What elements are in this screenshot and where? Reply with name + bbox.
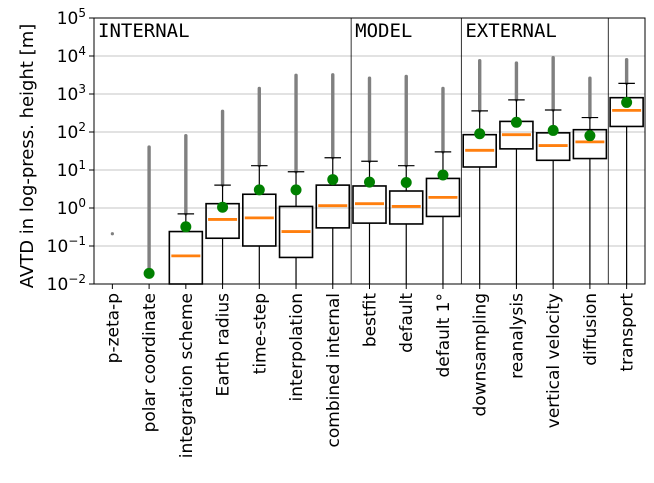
outlier-point bbox=[110, 232, 114, 236]
y-tick-label: 101 bbox=[57, 158, 86, 181]
x-tick-label: transport bbox=[618, 293, 638, 372]
y-tick-label: 100 bbox=[57, 196, 86, 219]
mean-marker bbox=[290, 184, 302, 196]
plot-frame bbox=[93, 17, 646, 285]
x-tick-label: bestfit bbox=[361, 293, 381, 347]
x-tick-label: default bbox=[397, 293, 417, 353]
plot-layer bbox=[110, 56, 644, 285]
y-tick-label: 104 bbox=[57, 44, 86, 67]
x-tick-label: reanalysis bbox=[507, 293, 527, 379]
x-tick-label: diffusion bbox=[581, 293, 601, 366]
mean-marker bbox=[547, 124, 559, 136]
group-label: EXTERNAL bbox=[465, 20, 557, 42]
x-tick-label: default 1° bbox=[434, 293, 454, 378]
box-2 bbox=[168, 230, 204, 285]
y-tick-label: 10−2 bbox=[47, 272, 86, 295]
x-tick-label: integration scheme bbox=[177, 293, 197, 458]
mean-marker bbox=[217, 201, 229, 213]
box-4 bbox=[242, 193, 277, 247]
mean-marker bbox=[143, 267, 155, 279]
box-5 bbox=[278, 205, 314, 259]
mean-marker bbox=[437, 169, 449, 181]
x-tick-label: combined internal bbox=[324, 293, 344, 447]
x-tick-label: polar coordinate bbox=[140, 293, 160, 432]
box-13 bbox=[572, 128, 608, 160]
y-tick-label: 105 bbox=[57, 6, 86, 29]
box-8 bbox=[388, 190, 424, 225]
mean-marker bbox=[180, 221, 192, 233]
mean-marker bbox=[474, 128, 486, 140]
x-tick-label: time-step bbox=[250, 293, 270, 374]
frame-layer bbox=[89, 17, 646, 289]
box-6 bbox=[315, 184, 351, 229]
mean-marker bbox=[253, 184, 265, 196]
mean-marker bbox=[621, 96, 633, 108]
y-axis-title: AVTD in log-press. height [m] bbox=[17, 24, 38, 289]
x-tick-label: p-zeta-p bbox=[103, 293, 123, 363]
x-tick-label: downsampling bbox=[471, 293, 491, 417]
x-tick-label: Earth radius bbox=[214, 293, 234, 397]
mean-marker bbox=[327, 174, 339, 186]
x-tick-label: interpolation bbox=[287, 293, 307, 402]
label-layer: 10−2 10−1 100 101 102 103 104 105 INTERNAL MODEL E… bbox=[47, 6, 638, 458]
mean-marker bbox=[584, 130, 596, 142]
mean-marker bbox=[364, 176, 375, 188]
x-tick-label: vertical velocity bbox=[544, 293, 564, 428]
group-label: INTERNAL bbox=[98, 20, 190, 42]
y-tick-label: 103 bbox=[57, 82, 86, 105]
mean-marker bbox=[400, 176, 412, 188]
y-tick-label: 102 bbox=[57, 120, 86, 143]
group-label: MODEL bbox=[355, 20, 412, 42]
y-tick-label: 10−1 bbox=[47, 234, 86, 257]
mean-marker bbox=[510, 116, 522, 128]
